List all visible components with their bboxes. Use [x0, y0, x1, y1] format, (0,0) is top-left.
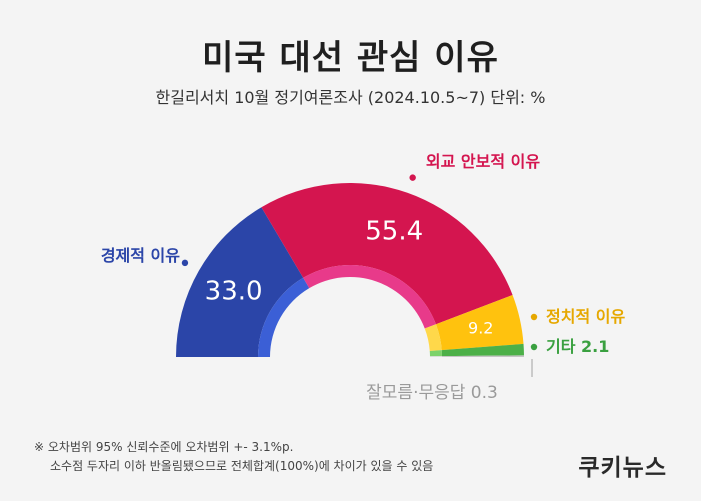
slice-경제적-이유: [176, 207, 304, 357]
label-dot-기타: [530, 343, 538, 351]
category-label-경제적-이유: 경제적 이유: [101, 246, 180, 265]
slice-기타: [441, 343, 524, 357]
label-dot-경제적-이유: [181, 259, 189, 267]
footnote: ※ 오차범위 95% 신뢰수준에 오차범위 +- 3.1%p. 소수점 두자리 …: [34, 438, 433, 476]
slice-inner-band-외교-안보적-이유: [303, 265, 436, 329]
slice-외교-안보적-이유: [261, 183, 513, 325]
chart-subtitle: 한길리서치 10월 정기여론조사 (2024.10.5~7) 단위: %: [155, 88, 546, 107]
slice-inner-band-기타: [429, 350, 442, 357]
brand-logo: 쿠키뉴스: [578, 455, 667, 481]
label-dot-외교-안보적-이유: [409, 174, 416, 181]
category-label-잘모름-무응답: 잘모름·무응답 0.3: [366, 383, 498, 403]
category-label-기타: 기타 2.1: [546, 337, 609, 356]
slice-inner-band-잘모름-무응답: [429, 356, 442, 357]
category-label-외교-안보적-이유: 외교 안보적 이유: [426, 152, 540, 171]
slice-잘모름-무응답: [441, 355, 524, 357]
category-label-정치적-이유: 정치적 이유: [546, 307, 625, 326]
footnote-line-2: 소수점 두자리 이하 반올림됐으므로 전체합계(100%)에 차이가 있을 수 …: [50, 459, 434, 473]
slice-inner-band-정치적-이유: [424, 324, 442, 351]
chart-title: 미국 대선 관심 이유: [202, 38, 499, 78]
value-label-경제적-이유: 33.0: [205, 277, 263, 307]
value-label-외교-안보적-이유: 55.4: [365, 217, 423, 247]
footnote-line-1: ※ 오차범위 95% 신뢰수준에 오차범위 +- 3.1%p.: [34, 440, 294, 454]
slice-정치적-이유: [435, 294, 524, 351]
label-dot-정치적-이유: [530, 313, 538, 321]
slice-inner-band-경제적-이유: [258, 277, 310, 357]
value-label-정치적-이유: 9.2: [468, 318, 493, 337]
